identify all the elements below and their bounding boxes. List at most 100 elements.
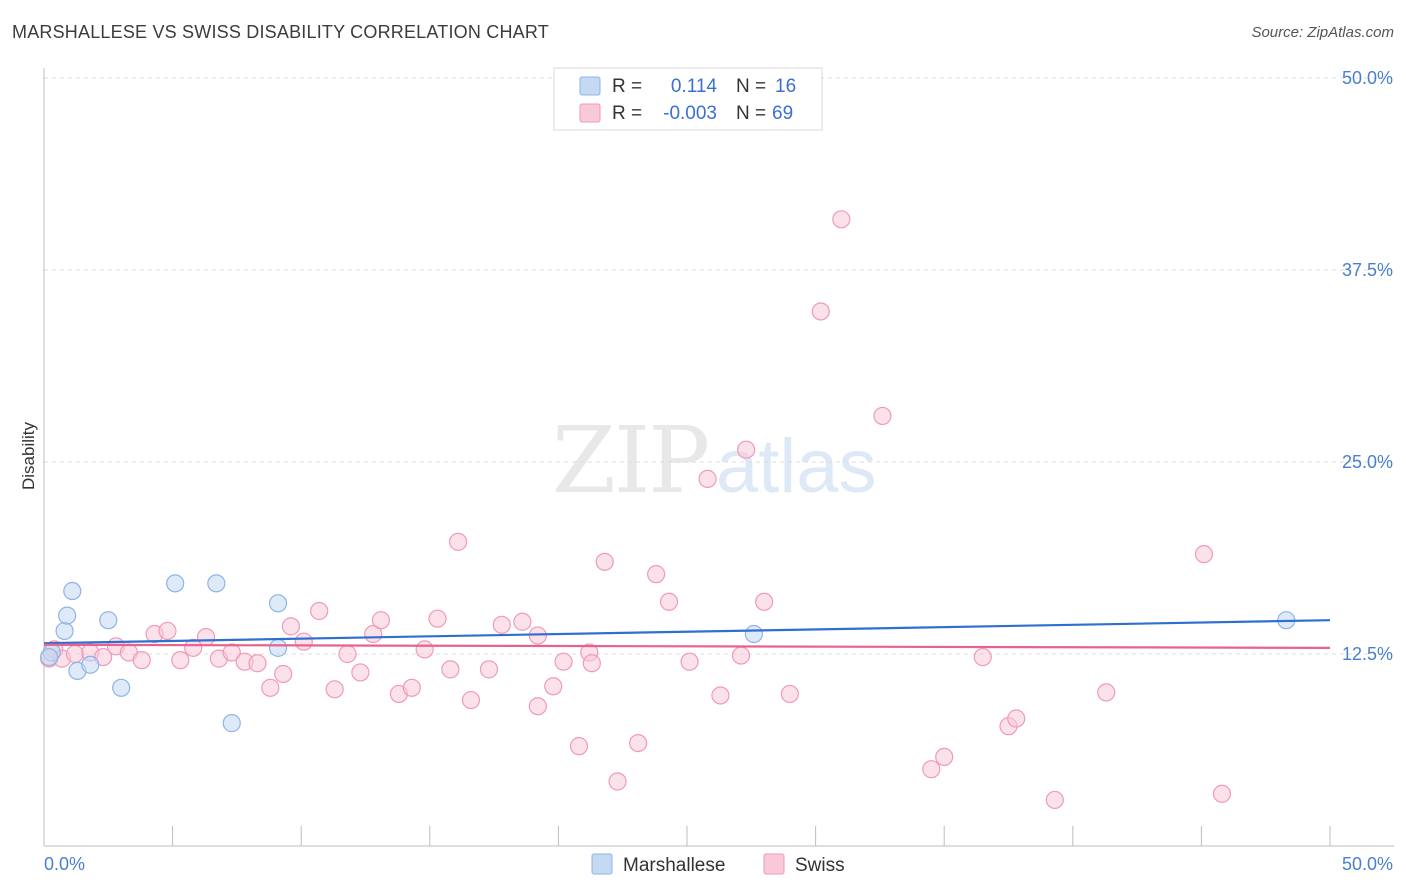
y-tick-label: 25.0% xyxy=(1342,452,1393,472)
swiss-point xyxy=(325,680,344,699)
swiss-point xyxy=(274,664,293,684)
swiss-point xyxy=(1097,683,1116,702)
marshallese-point xyxy=(55,621,74,641)
marshallese-points xyxy=(40,574,1296,733)
swiss-legend-swatch xyxy=(579,103,601,123)
swiss-point xyxy=(544,677,563,696)
y-axis-title: Disability xyxy=(19,421,38,490)
marshallese-point xyxy=(744,624,763,644)
swiss-point xyxy=(294,632,313,651)
marshallese-point xyxy=(81,655,100,674)
swiss-trend-line xyxy=(43,643,1331,649)
swiss-point xyxy=(171,651,190,670)
marshallese-trend-line xyxy=(43,619,1331,645)
swiss-point xyxy=(222,643,241,662)
swiss-point xyxy=(569,737,589,756)
swiss-point xyxy=(973,647,992,667)
marshallese-point xyxy=(207,574,226,593)
legend-r-label: R = xyxy=(612,76,642,97)
legend-r-label: R = xyxy=(612,103,642,124)
swiss-point xyxy=(554,652,573,671)
legend-n-label: N = xyxy=(736,76,766,97)
swiss-point xyxy=(184,638,203,657)
chart-source: Source: ZipAtlas.com xyxy=(1251,24,1394,41)
swiss-point xyxy=(248,654,267,673)
legend-r-value: -0.003 xyxy=(663,103,717,124)
legend-r-value: 0.114 xyxy=(671,76,718,97)
bottom-legend: Marshallese Swiss xyxy=(591,853,845,876)
swiss-point xyxy=(1212,784,1232,803)
swiss-point xyxy=(629,733,648,753)
swiss-point xyxy=(492,615,511,634)
legend-n-value: 16 xyxy=(775,76,796,97)
swiss-point xyxy=(448,532,468,551)
swiss-point xyxy=(1007,709,1026,728)
swiss-point xyxy=(608,772,627,791)
swiss-point xyxy=(595,552,614,571)
swiss-point xyxy=(371,611,391,630)
marshallese-legend-swatch xyxy=(591,853,613,875)
svg-text:atlas: atlas xyxy=(716,424,877,509)
swiss-legend-label: Swiss xyxy=(795,855,845,876)
swiss-point xyxy=(1045,790,1064,810)
swiss-point xyxy=(528,697,547,716)
swiss-point xyxy=(711,686,730,705)
gridlines xyxy=(44,77,1394,655)
legend-n-label: N = xyxy=(736,103,766,124)
marshallese-point xyxy=(222,714,241,733)
swiss-point xyxy=(731,646,751,665)
swiss-point xyxy=(479,660,499,679)
swiss-point xyxy=(351,663,370,682)
y-tick-label: 12.5% xyxy=(1342,644,1393,664)
swiss-point xyxy=(811,302,830,321)
swiss-point xyxy=(755,592,774,611)
swiss-point xyxy=(158,621,177,641)
marshallese-point xyxy=(99,611,118,630)
swiss-point xyxy=(780,684,799,704)
swiss-point xyxy=(659,592,679,611)
legend-n-value: 69 xyxy=(772,103,793,124)
y-tick-label: 50.0% xyxy=(1342,68,1393,88)
x-tick-label: 0.0% xyxy=(44,854,85,874)
swiss-legend-swatch xyxy=(763,853,785,875)
y-tick-label: 37.5% xyxy=(1342,260,1393,280)
marshallese-legend-swatch xyxy=(579,76,601,96)
marshallese-point xyxy=(63,581,82,601)
x-axis-ticks xyxy=(43,826,1331,846)
swiss-point xyxy=(922,760,941,779)
watermark: ZIP atlas xyxy=(552,407,877,514)
x-axis-labels: 0.0% 50.0% xyxy=(44,854,1393,874)
swiss-point xyxy=(281,617,301,636)
swiss-point xyxy=(415,640,434,659)
swiss-point xyxy=(680,652,699,671)
legend-box: R = 0.114 N = 16 R = -0.003 N = 69 xyxy=(553,67,823,131)
swiss-point xyxy=(261,678,280,697)
swiss-point xyxy=(402,678,421,697)
axes xyxy=(43,68,1394,847)
svg-text:ZIP: ZIP xyxy=(552,407,708,514)
swiss-point xyxy=(428,609,447,628)
swiss-point xyxy=(737,440,756,459)
swiss-point xyxy=(338,644,357,664)
marshallese-point xyxy=(268,594,288,613)
swiss-point xyxy=(1194,545,1214,564)
trend-lines xyxy=(43,619,1331,649)
swiss-point xyxy=(441,660,460,679)
x-tick-label: 50.0% xyxy=(1342,854,1393,874)
marshallese-legend-label: Marshallese xyxy=(623,855,725,876)
swiss-point xyxy=(513,612,532,631)
swiss-point xyxy=(647,565,666,584)
y-axis-labels: 12.5% 25.0% 37.5% 50.0% xyxy=(1342,68,1393,664)
marshallese-point xyxy=(112,678,131,697)
swiss-point xyxy=(310,601,329,621)
swiss-point xyxy=(873,406,892,426)
swiss-point xyxy=(461,690,481,710)
swiss-point xyxy=(582,654,601,673)
swiss-point xyxy=(65,644,84,664)
swiss-point xyxy=(196,628,216,647)
marshallese-point xyxy=(40,647,59,667)
swiss-point xyxy=(935,747,954,767)
swiss-point xyxy=(832,210,851,229)
swiss-point xyxy=(132,651,151,670)
